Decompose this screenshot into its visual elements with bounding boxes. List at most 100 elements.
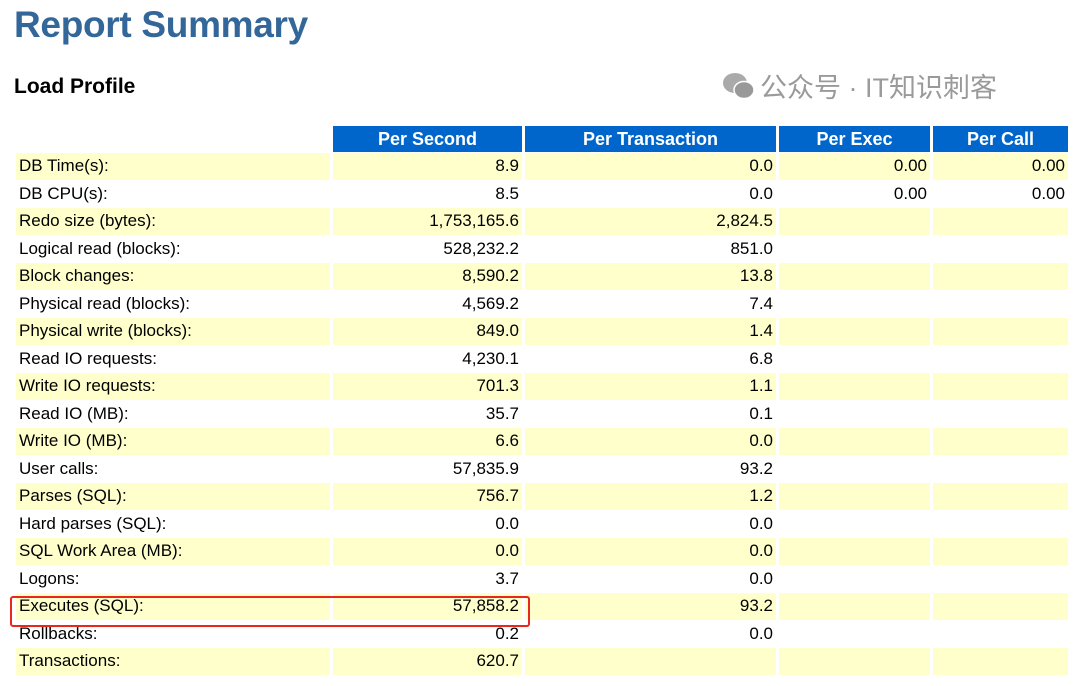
table-row: DB CPU(s): 8.5 0.0 0.00 0.00	[16, 181, 1068, 208]
row-value	[779, 538, 930, 565]
row-value: 0.00	[1031, 183, 1065, 203]
row-value	[779, 428, 930, 455]
row-value	[779, 236, 930, 263]
row-value: 0.0	[749, 623, 773, 643]
table-row: Executes (SQL): 57,858.2 93.2	[16, 593, 1068, 620]
table-row: Write IO (MB): 6.6 0.0	[16, 428, 1068, 455]
row-value: 0.0	[749, 513, 773, 533]
row-value	[779, 291, 930, 318]
row-label: Block changes:	[16, 263, 330, 290]
row-value	[933, 263, 1068, 290]
row-label: Transactions:	[16, 648, 330, 675]
table-row: Redo size (bytes): 1,753,165.6 2,824.5	[16, 208, 1068, 235]
row-value: 620.7	[333, 648, 522, 675]
row-value: 528,232.2	[443, 238, 519, 258]
row-value	[933, 291, 1068, 318]
row-label: SQL Work Area (MB):	[16, 538, 330, 565]
row-label: Physical write (blocks):	[16, 318, 330, 345]
table-row: User calls: 57,835.9 93.2	[16, 456, 1068, 483]
row-label: Executes (SQL):	[16, 593, 330, 620]
table-row: Read IO requests: 4,230.1 6.8	[16, 346, 1068, 373]
table-row: Logons: 3.7 0.0	[16, 566, 1068, 593]
row-value: 93.2	[525, 593, 776, 620]
row-value	[933, 346, 1068, 373]
row-label: Read IO requests:	[19, 348, 157, 368]
row-value: 8.5	[495, 183, 519, 203]
table-row: Parses (SQL): 756.7 1.2	[16, 483, 1068, 510]
row-value: 0.00	[933, 153, 1068, 180]
row-value	[933, 456, 1068, 483]
row-value: 8.9	[333, 153, 522, 180]
row-value: 0.2	[495, 623, 519, 643]
row-value: 701.3	[333, 373, 522, 400]
row-value: 0.0	[525, 428, 776, 455]
watermark: 公众号 · IT知识刺客	[722, 66, 997, 105]
table-row: Rollbacks: 0.2 0.0	[16, 621, 1068, 648]
row-value	[779, 621, 930, 648]
row-value: 0.0	[749, 568, 773, 588]
row-label: Parses (SQL):	[16, 483, 330, 510]
row-value: 1.1	[525, 373, 776, 400]
row-label: Write IO requests:	[16, 373, 330, 400]
wechat-icon	[723, 72, 755, 99]
row-value	[779, 511, 930, 538]
table-row: Transactions: 620.7	[16, 648, 1068, 675]
row-value: 0.0	[749, 183, 773, 203]
row-value: 7.4	[749, 293, 773, 313]
row-value	[779, 593, 930, 620]
row-value	[779, 483, 930, 510]
row-label: User calls:	[19, 458, 99, 478]
row-value: 849.0	[333, 318, 522, 345]
row-label: Rollbacks:	[19, 623, 98, 643]
row-value	[933, 648, 1068, 675]
row-value: 4,569.2	[462, 293, 519, 313]
row-value	[933, 208, 1068, 235]
column-header: Per Call	[933, 126, 1068, 152]
row-value: 4,230.1	[462, 348, 519, 368]
row-label: Redo size (bytes):	[16, 208, 330, 235]
row-value: 35.7	[485, 403, 519, 423]
row-value: 93.2	[739, 458, 773, 478]
row-value: 6.8	[749, 348, 773, 368]
row-value: 3.7	[495, 568, 519, 588]
row-value: 0.1	[749, 403, 773, 423]
row-value	[779, 566, 930, 593]
section-title: Load Profile	[14, 75, 136, 98]
row-value	[933, 621, 1068, 648]
row-label: DB CPU(s):	[19, 183, 108, 203]
row-value	[933, 566, 1068, 593]
row-label: DB Time(s):	[16, 153, 330, 180]
row-value	[933, 318, 1068, 345]
row-label: Logons:	[19, 568, 80, 588]
column-header	[16, 126, 330, 152]
page-title: Report Summary	[14, 4, 308, 45]
table-row: DB Time(s): 8.9 0.0 0.00 0.00	[16, 153, 1068, 180]
row-value: 756.7	[333, 483, 522, 510]
row-label: Hard parses (SQL):	[19, 513, 167, 533]
row-value: 8,590.2	[333, 263, 522, 290]
row-value	[933, 538, 1068, 565]
row-value	[933, 511, 1068, 538]
row-value: 851.0	[730, 238, 773, 258]
row-value	[779, 346, 930, 373]
row-value: 13.8	[525, 263, 776, 290]
row-value	[933, 373, 1068, 400]
table-row: Write IO requests: 701.3 1.1	[16, 373, 1068, 400]
table-row: Physical write (blocks): 849.0 1.4	[16, 318, 1068, 345]
row-value	[779, 401, 930, 428]
row-value	[933, 483, 1068, 510]
row-label: Read IO (MB):	[19, 403, 129, 423]
row-value	[779, 208, 930, 235]
table-row: Physical read (blocks): 4,569.2 7.4	[16, 291, 1068, 318]
row-value	[933, 236, 1068, 263]
row-value	[933, 401, 1068, 428]
table-row: SQL Work Area (MB): 0.0 0.0	[16, 538, 1068, 565]
header-row: Per Second Per Transaction Per Exec Per Cal…	[16, 126, 1068, 152]
row-value	[779, 263, 930, 290]
load-profile-table: Per Second Per Transaction Per Exec Per Cal…	[13, 125, 1071, 676]
row-value: 1.2	[525, 483, 776, 510]
row-value	[779, 648, 930, 675]
row-value: 0.00	[779, 153, 930, 180]
row-value	[525, 648, 776, 675]
row-value	[779, 373, 930, 400]
